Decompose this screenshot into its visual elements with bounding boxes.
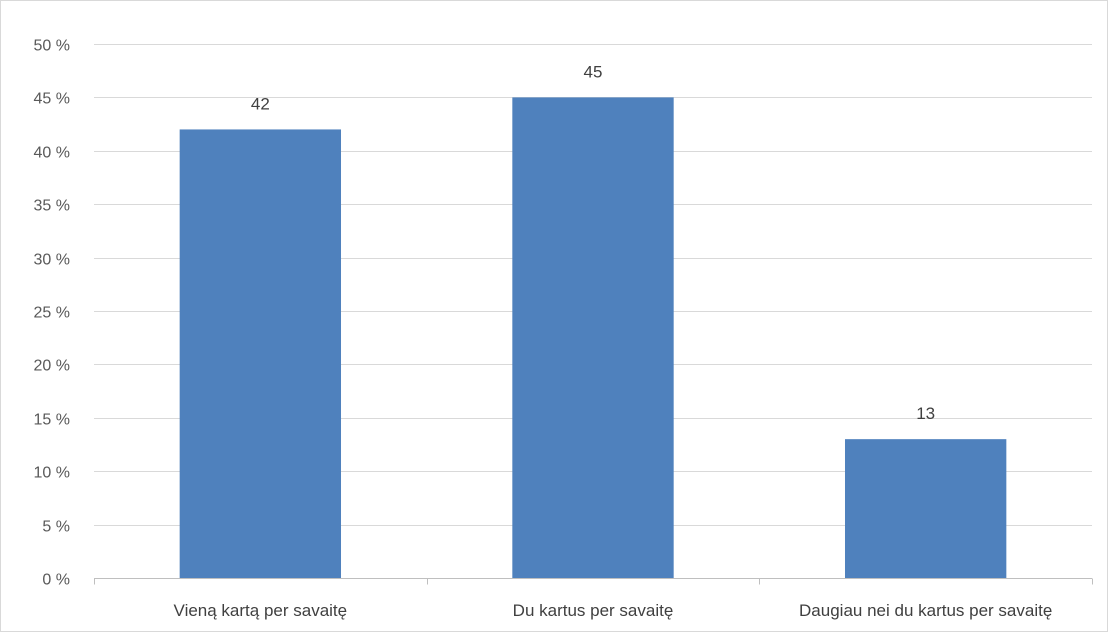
- x-axis-category-labels: Vieną kartą per savaitę Du kartus per sav…: [174, 601, 1053, 620]
- data-label: 42: [251, 94, 270, 113]
- y-tick-label: 45 %: [34, 91, 70, 108]
- x-axis: [94, 578, 1093, 585]
- y-tick-label: 50 %: [34, 38, 70, 55]
- x-category-label: Vieną kartą per savaitę: [174, 601, 348, 620]
- y-tick-label: 30 %: [34, 252, 70, 269]
- y-tick-label: 10 %: [34, 465, 70, 482]
- bar: [844, 439, 1007, 578]
- y-axis-tick-labels: 0 % 5 % 10 % 15 % 20 % 25 % 30 % 35 % 40 % 45 % 50…: [34, 38, 70, 589]
- bar: [512, 97, 674, 579]
- y-tick-label: 5 %: [42, 519, 70, 536]
- bars: [179, 97, 1007, 579]
- data-label: 13: [916, 404, 935, 423]
- x-category-label: Du kartus per savaitę: [513, 601, 674, 620]
- data-labels: 42 45 13: [251, 62, 935, 423]
- y-tick-label: 20 %: [34, 358, 70, 375]
- y-tick-label: 15 %: [34, 412, 70, 429]
- bar: [179, 129, 342, 578]
- data-label: 45: [584, 62, 603, 81]
- y-tick-label: 0 %: [42, 572, 70, 589]
- y-tick-label: 35 %: [34, 198, 70, 215]
- y-tick-label: 40 %: [34, 145, 70, 162]
- y-tick-label: 25 %: [34, 305, 70, 322]
- x-category-label: Daugiau nei du kartus per savaitę: [799, 601, 1052, 620]
